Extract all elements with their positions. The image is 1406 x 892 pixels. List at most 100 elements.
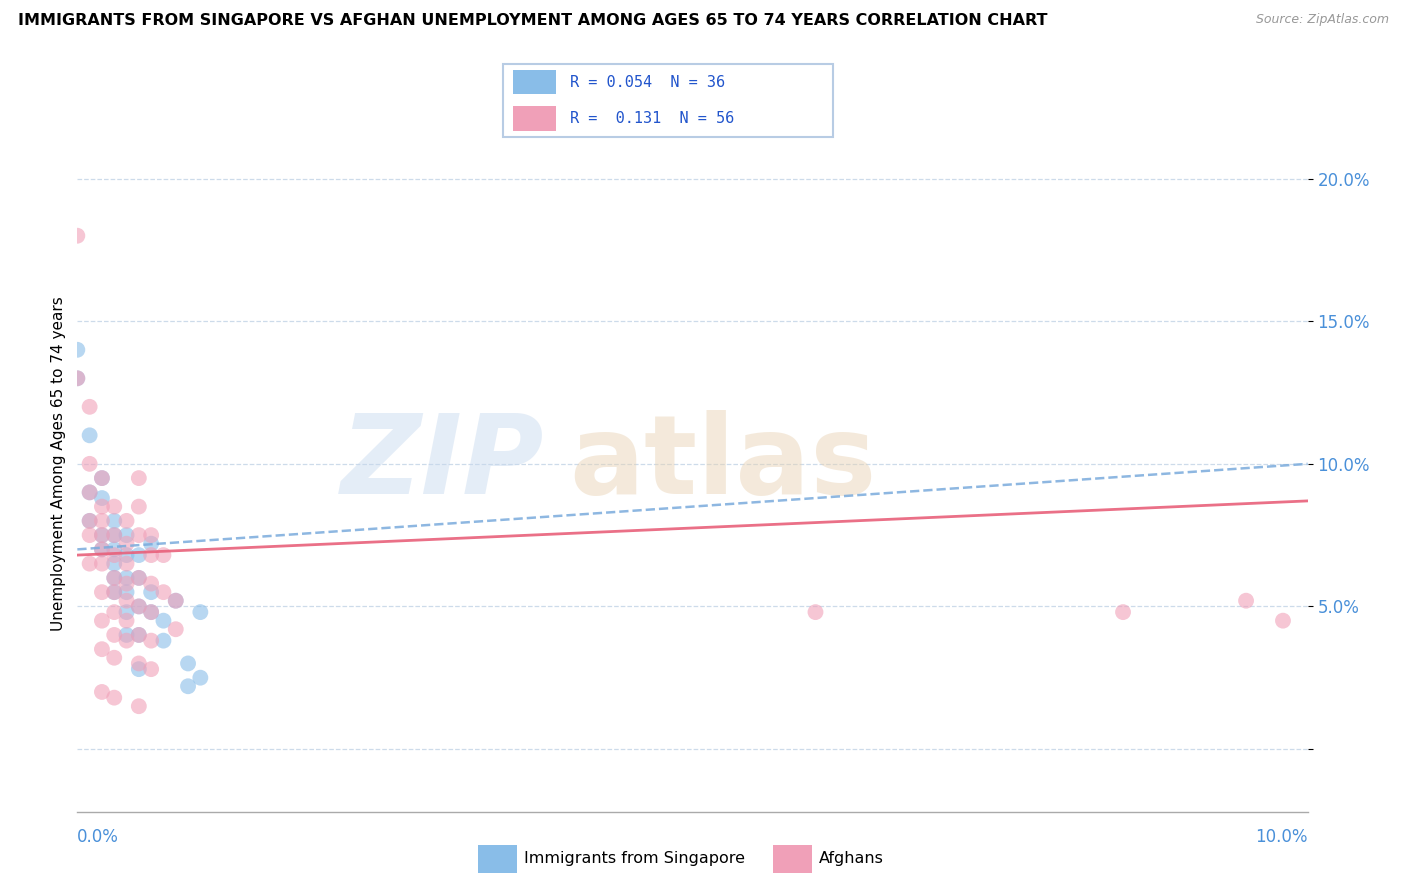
Text: ZIP: ZIP (342, 410, 546, 517)
Point (79, 485, 101, 500)
Text: atlas: atlas (569, 410, 877, 517)
Point (79, 528, 101, 542)
Text: R = 0.054  N = 36: R = 0.054 N = 36 (569, 75, 725, 90)
Point (128, 699, 150, 714)
Point (115, 628, 138, 642)
Point (128, 571, 150, 585)
Point (90, 614, 114, 628)
Point (103, 571, 125, 585)
Point (90, 514, 114, 528)
Point (115, 633, 138, 648)
Point (1234, 593, 1257, 607)
Point (141, 633, 163, 648)
Text: R =  0.131  N = 56: R = 0.131 N = 56 (569, 111, 734, 126)
Point (141, 605, 163, 619)
Text: IMMIGRANTS FROM SINGAPORE VS AFGHAN UNEMPLOYMENT AMONG AGES 65 TO 74 YEARS CORRE: IMMIGRANTS FROM SINGAPORE VS AFGHAN UNEM… (18, 13, 1047, 29)
Point (79, 485, 101, 500)
Point (141, 605, 163, 619)
Point (90, 471, 114, 485)
Point (165, 593, 187, 607)
Point (128, 471, 150, 485)
Point (177, 657, 200, 671)
Point (152, 585, 174, 599)
Point (128, 657, 150, 671)
Point (115, 537, 138, 551)
Point (79, 457, 101, 471)
Point (128, 528, 150, 542)
Point (152, 633, 174, 648)
Point (103, 628, 125, 642)
Point (90, 542, 114, 557)
Point (1272, 614, 1295, 628)
Point (103, 528, 125, 542)
Point (128, 628, 150, 642)
Point (90, 685, 114, 699)
Point (66, 228, 89, 243)
Point (90, 500, 114, 514)
Point (128, 599, 150, 614)
FancyBboxPatch shape (502, 64, 834, 136)
Point (115, 557, 138, 571)
Point (128, 548, 150, 562)
Point (115, 576, 138, 591)
Point (141, 528, 163, 542)
Point (115, 548, 138, 562)
Point (804, 605, 827, 619)
Point (90, 557, 114, 571)
Point (128, 571, 150, 585)
Point (128, 500, 150, 514)
Point (103, 650, 125, 665)
Point (152, 548, 174, 562)
Point (103, 557, 125, 571)
Point (115, 605, 138, 619)
Point (188, 605, 212, 619)
Point (90, 471, 114, 485)
Point (115, 614, 138, 628)
Point (103, 514, 125, 528)
Point (165, 622, 187, 636)
Point (128, 599, 150, 614)
Point (90, 585, 114, 599)
Point (115, 571, 138, 585)
Point (79, 557, 101, 571)
Text: Source: ZipAtlas.com: Source: ZipAtlas.com (1256, 13, 1389, 27)
Point (141, 585, 163, 599)
Point (115, 585, 138, 599)
Text: 0.0%: 0.0% (77, 828, 120, 846)
Point (103, 690, 125, 705)
Point (66, 371, 89, 385)
Point (141, 548, 163, 562)
Point (103, 500, 125, 514)
Text: Afghans: Afghans (818, 851, 884, 866)
Point (128, 662, 150, 676)
Text: Immigrants from Singapore: Immigrants from Singapore (524, 851, 745, 866)
Point (1112, 605, 1135, 619)
Point (90, 528, 114, 542)
Bar (773, 845, 813, 872)
Point (79, 428, 101, 442)
Point (103, 585, 125, 599)
Point (141, 576, 163, 591)
Bar (478, 845, 517, 872)
Point (128, 628, 150, 642)
Bar (513, 106, 557, 130)
Bar (513, 70, 557, 95)
Point (103, 542, 125, 557)
Point (103, 548, 125, 562)
Point (165, 593, 187, 607)
Point (66, 343, 89, 357)
Point (90, 528, 114, 542)
Point (141, 662, 163, 676)
Point (115, 528, 138, 542)
Point (103, 585, 125, 599)
Point (152, 614, 174, 628)
Point (79, 514, 101, 528)
Point (103, 571, 125, 585)
Point (79, 400, 101, 414)
Point (115, 593, 138, 607)
Point (90, 642, 114, 657)
Point (115, 514, 138, 528)
Point (141, 537, 163, 551)
Y-axis label: Unemployment Among Ages 65 to 74 years: Unemployment Among Ages 65 to 74 years (51, 296, 66, 632)
Point (90, 542, 114, 557)
